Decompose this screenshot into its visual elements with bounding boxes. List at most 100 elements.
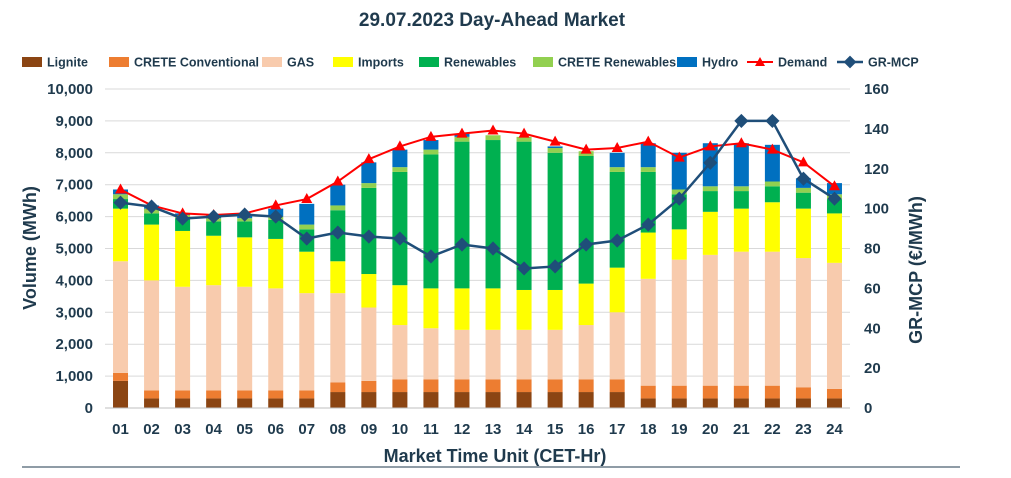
bar-renewables [609, 171, 625, 268]
demand-point [580, 143, 592, 154]
bar-hydro [361, 162, 377, 184]
bar-crete-conventional [485, 379, 501, 393]
x-tick-label: 10 [392, 421, 409, 438]
legend-label-hydro: Hydro [702, 56, 738, 70]
bar-gas [268, 288, 284, 391]
y2-tick-label: 0 [864, 400, 872, 417]
bar-gas [702, 254, 718, 386]
x-tick-label: 18 [640, 421, 657, 438]
bar-lignite [516, 392, 532, 408]
bar-renewables [764, 186, 780, 203]
gr-mcp-point [672, 191, 687, 206]
bar-imports [826, 213, 842, 263]
gr-mcp-point [144, 199, 159, 214]
bar-imports [702, 211, 718, 255]
bar-hydro [764, 144, 780, 182]
bar-crete-conventional [702, 385, 718, 399]
y2-tick-label: 80 [864, 241, 881, 258]
bar-crete-conventional [330, 382, 346, 393]
bar-imports [454, 288, 470, 330]
demand-point [270, 199, 282, 210]
legend-swatch-crete-renewables [533, 57, 553, 67]
bar-gas [671, 259, 687, 386]
gr-mcp-point [703, 155, 718, 170]
bar-renewables [237, 221, 253, 238]
x-tick-label: 08 [329, 421, 346, 438]
bar-crete-conventional [671, 385, 687, 399]
bar-renewables [206, 221, 222, 236]
gr-mcp-point [610, 233, 625, 248]
bar-crete-conventional [268, 390, 284, 399]
bar-crete-renewables [547, 148, 563, 153]
demand-point [332, 175, 344, 186]
bar-lignite [206, 398, 222, 408]
bar-lignite [764, 398, 780, 408]
bar-gas [609, 312, 625, 380]
bar-gas [826, 262, 842, 389]
demand-point [735, 137, 747, 148]
bar-imports [485, 288, 501, 330]
bar-gas [485, 329, 501, 380]
gr-mcp-point [361, 229, 376, 244]
demand-line [120, 129, 836, 217]
bar-crete-renewables [733, 186, 749, 192]
bar-lignite [485, 392, 501, 408]
gr-mcp-point [392, 231, 407, 246]
bar-crete-renewables [640, 167, 656, 172]
bar-gas [423, 328, 439, 380]
legend-swatch-lignite [22, 57, 42, 67]
bar-lignite [733, 398, 749, 408]
gr-mcp-point [579, 237, 594, 252]
bar-imports [795, 208, 811, 259]
demand-point [425, 130, 437, 141]
bar-lignite [175, 398, 191, 408]
bar-lignite [268, 398, 284, 408]
bar-imports [671, 229, 687, 260]
bar-hydro [609, 152, 625, 168]
y2-tick-label: 140 [864, 121, 889, 138]
bar-imports [640, 232, 656, 279]
demand-point [301, 193, 313, 204]
gr-mcp-point [641, 217, 656, 232]
bar-gas [733, 251, 749, 386]
legend-swatch-gas [262, 57, 282, 67]
bar-imports [392, 285, 408, 326]
x-tick-label: 07 [298, 421, 315, 438]
y-tick-label: 8,000 [55, 145, 93, 162]
bar-crete-renewables [299, 224, 315, 230]
y-tick-label: 3,000 [55, 304, 93, 321]
legend-swatch-crete-conventional [109, 57, 129, 67]
bar-gas [640, 278, 656, 386]
bar-lignite [144, 398, 160, 408]
bar-crete-conventional [733, 385, 749, 399]
bar-crete-conventional [454, 379, 470, 393]
bar-crete-conventional [795, 387, 811, 399]
bar-hydro [330, 184, 346, 206]
bar-gas [175, 286, 191, 391]
x-tick-label: 22 [764, 421, 781, 438]
legend-label-gr-mcp: GR-MCP [868, 56, 919, 70]
legend-label-imports: Imports [358, 56, 404, 70]
gr-mcp-point [796, 171, 811, 186]
bar-crete-conventional [206, 390, 222, 399]
demand-point [642, 135, 654, 146]
chart-title: 29.07.2023 Day-Ahead Market [359, 10, 626, 31]
bar-crete-renewables [454, 136, 470, 142]
gr-mcp-point [330, 225, 345, 240]
bar-crete-conventional [144, 390, 160, 399]
bar-hydro [423, 140, 439, 150]
bar-imports [578, 283, 594, 326]
demand-point [549, 135, 561, 146]
bar-gas [330, 293, 346, 383]
bar-imports [361, 274, 377, 308]
x-tick-label: 14 [516, 421, 533, 438]
bar-lignite [330, 392, 346, 408]
bar-crete-conventional [764, 385, 780, 399]
gr-mcp-line [120, 119, 836, 270]
bar-gas [516, 329, 532, 380]
bar-renewables [454, 141, 470, 289]
axes: 0 1,000 2,000 3,000 4,000 5,000 6,000 7,000 8,00… [47, 81, 889, 438]
y-tick-label: 10,000 [47, 81, 93, 98]
bar-renewables [423, 154, 439, 289]
